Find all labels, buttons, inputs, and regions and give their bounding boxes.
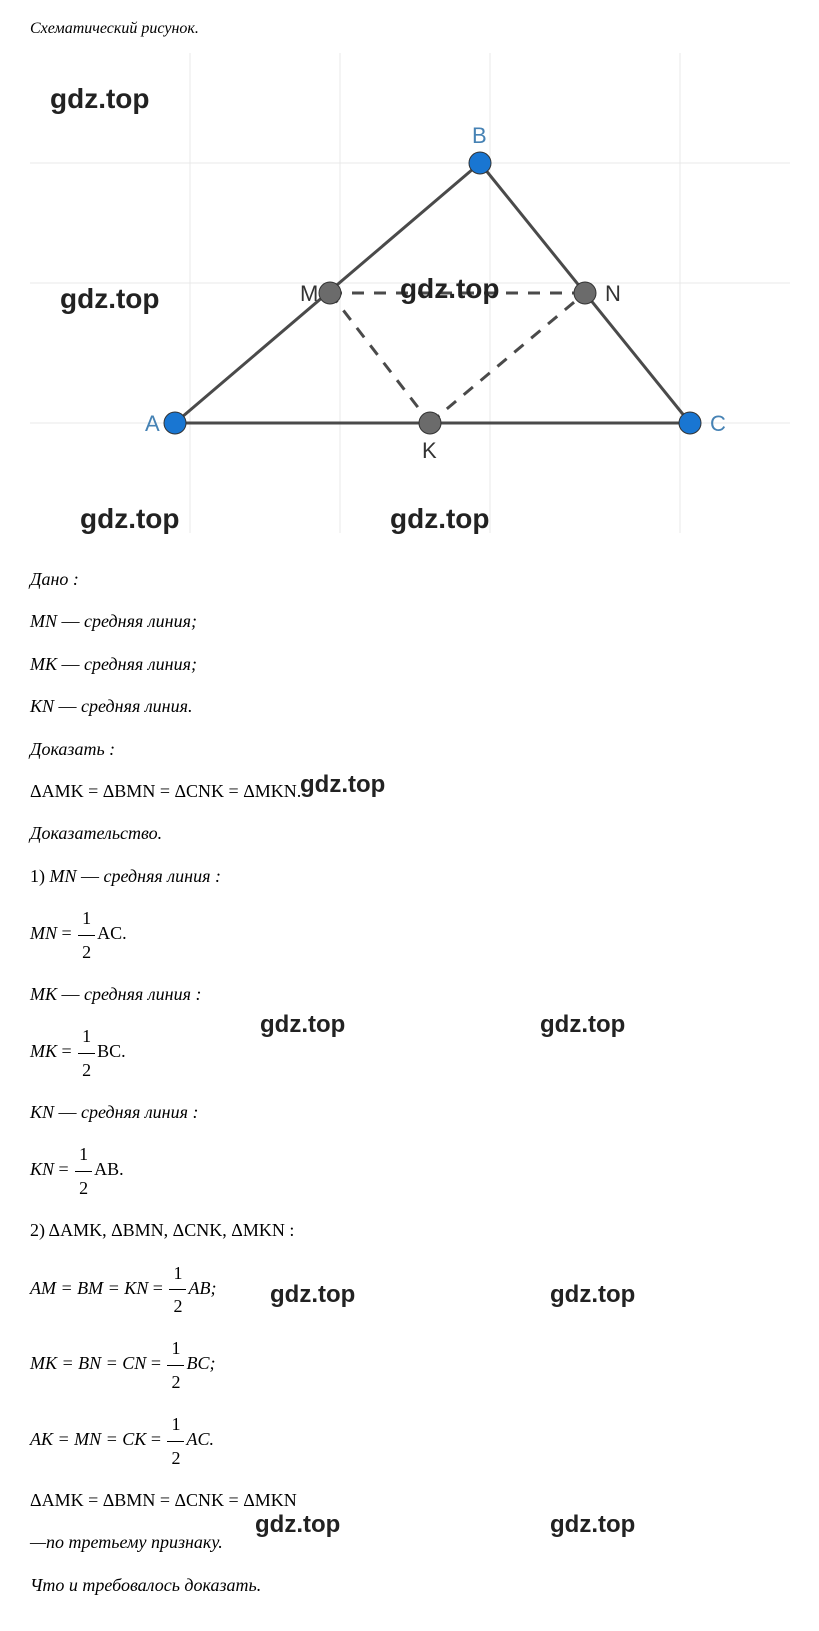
prove-statement: ΔAMK = ΔBMN = ΔCNK = ΔMKN. [30,775,789,807]
proof-equation: AK = MN = CK = 12AC. [30,1408,789,1474]
given-heading: Дано : [30,563,789,595]
prove-heading: Доказать : [30,733,789,765]
svg-text:M: M [300,281,318,306]
proof-heading: Доказательство. [30,817,789,849]
proof-step-header: 2) ΔAMK, ΔBMN, ΔCNK, ΔMKN : [30,1214,789,1246]
qed-statement: Что и требовалось доказать. [30,1569,789,1601]
diagram-container: ABCMNK gdz.topgdz.topgdz.topgdz.topgdz.t… [30,53,790,533]
given-item: KN — средняя линия. [30,690,789,722]
svg-text:N: N [605,281,621,306]
proof-line: MN = 12AC. [30,902,789,968]
given-item: MN — средняя линия; [30,605,789,637]
svg-text:C: C [710,411,726,436]
proof-reason: —по третьему признаку. [30,1526,789,1558]
triangle-diagram: A B C M N K [30,53,790,533]
proof-line: KN = 12AB. [30,1138,789,1204]
svg-text:K: K [422,438,437,463]
given-item: MK — средняя линия; [30,648,789,680]
proof-equation: MK = BN = CN = 12BC; [30,1332,789,1398]
proof-equation: AM = BM = KN = 12AB; [30,1257,789,1323]
svg-text:A: A [145,411,160,436]
proof-conclusion: ΔAMK = ΔBMN = ΔCNK = ΔMKN [30,1484,789,1516]
svg-text:B: B [472,123,487,148]
proof-line: MK — средняя линия : [30,978,789,1010]
proof-line: MK = 12BC. [30,1020,789,1086]
schematic-title: Схематический рисунок. [30,20,789,38]
proof-line: 1) MN — средняя линия : [30,860,789,892]
proof-line: KN — средняя линия : [30,1096,789,1128]
